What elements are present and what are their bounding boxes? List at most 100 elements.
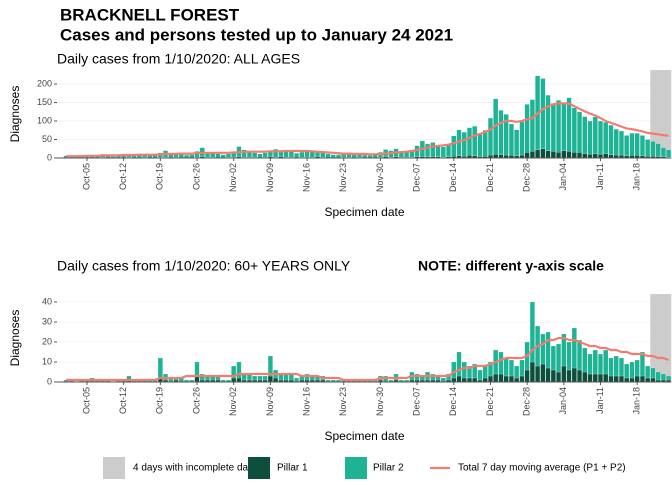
bar [603, 373, 609, 383]
bar [619, 130, 624, 156]
bar [598, 353, 603, 375]
bar [467, 127, 472, 156]
bar [509, 359, 514, 377]
y-tick-label: 20 [42, 336, 52, 346]
bar [639, 351, 645, 377]
bar [598, 120, 603, 155]
moving-average-line [66, 336, 669, 382]
bar [655, 143, 661, 157]
bar [488, 361, 493, 377]
bar [571, 107, 577, 153]
bar [309, 151, 315, 158]
bar [571, 327, 577, 369]
bar [535, 365, 541, 383]
bar [634, 359, 640, 377]
bar [598, 154, 603, 159]
x-tick-label: Oct-12 [118, 163, 128, 190]
legend: 4 days with incomplete data Pillar 1 Pilla… [103, 457, 626, 479]
x-tick-label: Nov-23 [338, 163, 348, 192]
bar [603, 349, 609, 375]
bar [451, 361, 457, 379]
bar [236, 377, 242, 383]
bar [660, 147, 666, 157]
bar [451, 377, 457, 383]
y-tick-label: 200 [37, 78, 52, 88]
x-tick-label: Jan-11 [595, 163, 605, 190]
bar [592, 153, 598, 159]
bar [624, 377, 630, 383]
x-tick-label: Dec-28 [522, 387, 532, 416]
bar [592, 373, 598, 383]
bar [456, 375, 462, 383]
bar [283, 149, 289, 158]
bar [267, 375, 273, 383]
bar [545, 331, 551, 369]
bar [524, 369, 530, 383]
x-tick-label: Nov-30 [375, 387, 385, 416]
bar [477, 134, 483, 157]
x-tick-label: Oct-05 [81, 163, 91, 190]
bar [247, 151, 252, 158]
bar [529, 361, 535, 383]
bar [461, 132, 467, 157]
bar [467, 365, 472, 379]
bar [257, 375, 263, 381]
y-tick-label: 30 [42, 316, 52, 326]
bar [519, 359, 525, 377]
bar [514, 129, 520, 156]
bar [624, 135, 630, 156]
bar [603, 153, 609, 159]
bar [619, 375, 624, 383]
bar [608, 375, 614, 383]
bar [629, 377, 635, 383]
bar [529, 99, 535, 152]
x-tick-label: Jan-04 [558, 163, 568, 191]
bar [561, 333, 567, 367]
bar [566, 341, 572, 371]
bar [493, 373, 499, 383]
x-tick-label: Dec-14 [448, 387, 458, 416]
bar [561, 102, 567, 151]
bar [582, 153, 588, 159]
x-tick-label: Dec-21 [485, 163, 495, 192]
bar [273, 149, 279, 158]
x-tick-label: Nov-16 [301, 163, 311, 192]
bar [571, 367, 577, 383]
x-tick-label: Dec-07 [411, 387, 421, 416]
bar [587, 373, 593, 383]
bar [472, 377, 478, 383]
bar [257, 153, 263, 158]
bar [488, 375, 493, 383]
bar [178, 154, 184, 158]
x-tick-label: Jan-11 [595, 387, 605, 414]
bar [498, 373, 504, 383]
x-tick-label: Nov-30 [375, 163, 385, 192]
bar [545, 150, 551, 159]
bar [629, 133, 635, 156]
bar [294, 153, 300, 158]
bar [613, 129, 619, 156]
bar [241, 149, 247, 158]
y-tick-label: 150 [37, 97, 52, 107]
x-tick-label: Nov-23 [338, 387, 348, 416]
bar [660, 373, 666, 381]
bar [587, 120, 593, 155]
bar [619, 357, 624, 377]
bar [472, 363, 478, 379]
bar [629, 361, 635, 379]
bar [582, 371, 588, 383]
x-tick-label: Dec-07 [411, 163, 421, 192]
page-subtitle: Cases and persons tested up to January 2… [60, 25, 453, 44]
bar [461, 377, 467, 383]
bar [556, 371, 562, 383]
bar [529, 301, 535, 363]
bar [482, 365, 488, 379]
bar [519, 375, 525, 383]
bar [556, 100, 562, 153]
bar [577, 369, 582, 383]
bar [556, 151, 562, 159]
bar [509, 123, 514, 156]
legend-label: Pillar 1 [277, 463, 308, 474]
y-axis-label: Diagnoses [8, 310, 22, 367]
bar [577, 339, 582, 371]
